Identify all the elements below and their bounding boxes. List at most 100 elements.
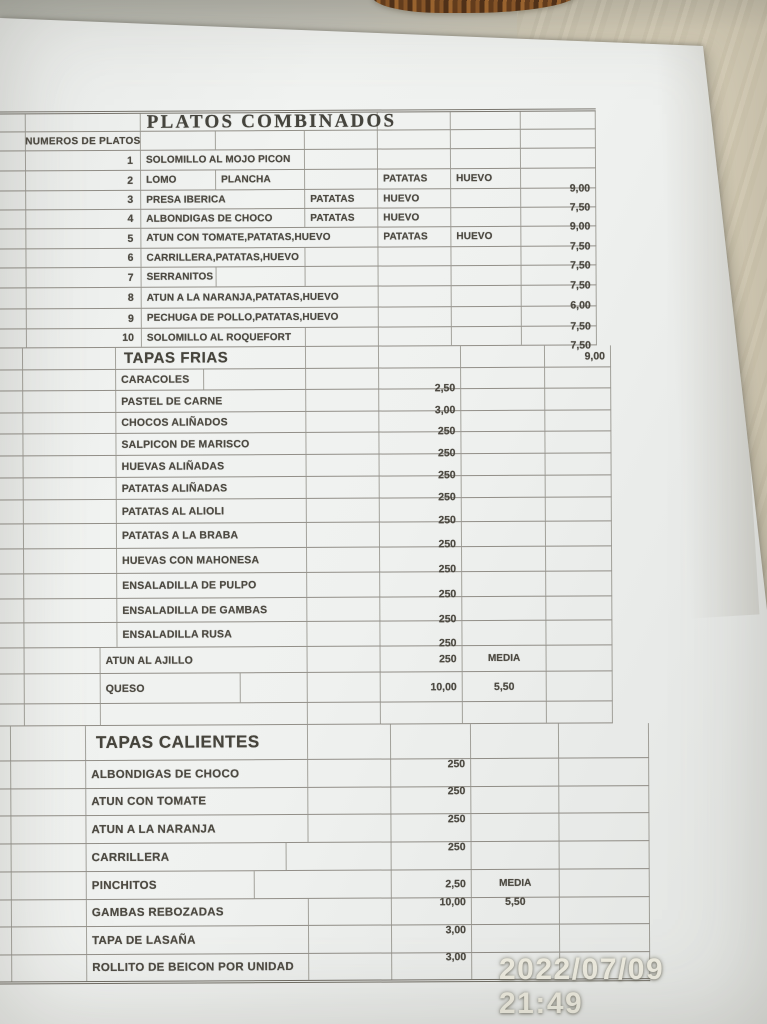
menu-cell-empty <box>24 622 118 648</box>
menu-cell-empty <box>0 574 25 599</box>
menu-cell-empty <box>306 368 380 389</box>
menu-cell-empty <box>559 813 650 841</box>
menu-cell: 2 <box>26 170 142 191</box>
menu-cell: PATATAS AL ALIOLI <box>116 498 307 523</box>
cell-text: ENSALADILLA RUSA <box>122 628 233 641</box>
menu-cell: QUESO <box>100 673 241 704</box>
cell-text: 5 <box>127 232 134 245</box>
menu-cell: HUEVO <box>378 189 452 208</box>
menu-cell-empty <box>0 789 12 816</box>
menu-cell: ATUN CON TOMATE <box>86 787 309 816</box>
menu-cell-empty <box>0 900 12 927</box>
menu-cell-empty <box>545 521 612 546</box>
menu-cell-empty <box>308 898 392 925</box>
menu-cell-empty <box>100 702 308 726</box>
menu-row-ensaladilla-de-gambas: ENSALADILLA DE GAMBAS 250 <box>0 596 613 625</box>
menu-cell-empty <box>377 130 451 149</box>
menu-cell: ALBONDIGAS DE CHOCO <box>141 208 306 228</box>
menu-cell: 3,00 <box>391 924 473 953</box>
cell-text: 250 <box>438 563 457 576</box>
menu-cell-empty <box>24 598 118 623</box>
menu-cell: SOLOMILLO AL MOJO PICON <box>140 149 306 170</box>
cell-text: 250 <box>448 840 466 853</box>
menu-cell-empty <box>23 477 117 500</box>
menu-cell: SOLOMILLO AL ROQUEFORT <box>141 327 306 347</box>
menu-cell-empty <box>0 370 24 391</box>
menu-cell: 250 <box>391 840 472 870</box>
menu-cell-empty <box>11 872 87 900</box>
menu-cell: HUEVAS ALIÑADAS <box>116 454 307 477</box>
menu-cell-empty <box>520 111 596 129</box>
menu-cell: 4 <box>26 209 142 229</box>
menu-cell-empty <box>306 454 380 476</box>
menu-cell-empty <box>254 870 392 899</box>
cell-text: 250 <box>438 538 457 551</box>
menu-cell: GAMBAS REBOZADAS <box>86 898 309 927</box>
cell-text: PATATAS ALIÑADAS <box>121 481 228 495</box>
menu-cell: CARRILLERA <box>86 843 287 872</box>
menu-cell: 250 <box>391 758 472 787</box>
cell-text: 250 <box>438 490 456 503</box>
menu-cell-empty <box>0 434 24 456</box>
menu-cell-empty <box>307 621 381 646</box>
cell-text: HUEVO <box>383 211 420 224</box>
menu-cell-empty <box>0 171 27 191</box>
menu-cell-empty <box>378 307 452 327</box>
menu-cell-empty <box>558 723 650 758</box>
menu-cell: 1 <box>25 150 142 171</box>
menu-cell-empty <box>0 348 24 370</box>
menu-cell-empty <box>0 288 27 309</box>
menu-cell: SERRANITOS <box>141 267 217 287</box>
menu-cell: 250 <box>391 785 472 814</box>
menu-cell-empty <box>559 924 651 952</box>
cell-text: PECHUGA DE POLLO,PATATAS,HUEVO <box>146 311 339 324</box>
cell-text: 6,00 <box>570 299 591 312</box>
menu-cell-empty <box>546 596 613 620</box>
menu-cell-empty <box>23 499 117 524</box>
menu-cell: HUEVAS CON MAHONESA <box>117 547 308 573</box>
menu-cell-empty <box>0 816 12 844</box>
menu-cell-empty <box>306 411 380 432</box>
menu-cell-empty <box>0 674 25 704</box>
menu-cell: 10 <box>26 328 142 348</box>
menu-cell-empty <box>0 456 24 478</box>
cell-text: ALBONDIGAS DE CHOCO <box>146 212 273 225</box>
menu-cell: 5,50 <box>471 895 560 925</box>
menu-row-carrillera: CARRILLERA 250 <box>0 841 650 873</box>
menu-cell-empty <box>470 723 560 759</box>
menu-cell-empty <box>378 346 462 368</box>
menu-cell: CHOCOS ALIÑADOS <box>116 411 307 433</box>
menu-cell-empty <box>451 207 522 227</box>
menu-cell-empty <box>305 327 379 346</box>
cell-text: 6 <box>127 251 134 264</box>
menu-cell-empty <box>451 188 522 208</box>
menu-cell-empty <box>306 389 380 411</box>
menu-cell-empty <box>24 548 118 574</box>
camera-timestamp: 2022/07/09 21:49 <box>499 953 665 1020</box>
menu-cell-empty <box>546 620 613 645</box>
cell-text: ENSALADILLA DE PULPO <box>122 579 257 592</box>
menu-cell-empty <box>0 623 25 648</box>
menu-row-atun-al-ajillo: ATUN AL AJILLO 250 MEDIA <box>0 645 613 675</box>
cell-text: ATUN AL AJILLO <box>105 654 194 667</box>
cell-text: 10,00 <box>439 896 466 909</box>
menu-cell-empty <box>216 266 306 287</box>
cell-text: 10 <box>122 331 134 344</box>
menu-cell: 250 <box>380 621 463 649</box>
cell-text: 250 <box>447 785 466 798</box>
menu-cell-empty <box>559 758 650 786</box>
menu-cell: PATATAS <box>378 169 452 189</box>
menu-cell-empty <box>461 410 546 432</box>
menu-cell-empty <box>23 523 118 549</box>
menu-cell-empty <box>471 758 560 787</box>
menu-cell-empty <box>11 927 88 955</box>
cell-text: 5,50 <box>505 895 526 908</box>
menu-cell-empty <box>307 646 381 672</box>
menu-cell-empty <box>10 726 87 761</box>
cell-text: 7,50 <box>570 259 591 272</box>
menu-cell-empty <box>305 266 379 286</box>
menu-cell-empty <box>545 388 612 410</box>
menu-cell-empty <box>23 369 117 391</box>
cell-text: CARRILLERA,PATATAS,HUEVO <box>146 251 300 264</box>
menu-cell: 250 <box>391 813 472 842</box>
